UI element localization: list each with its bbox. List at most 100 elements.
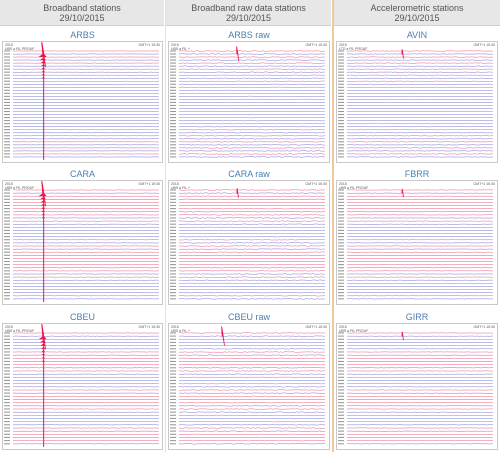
time-tick-label [338,273,344,275]
time-tick-label [170,408,176,410]
time-tick-label [338,367,344,369]
seismogram-traces [4,42,160,160]
seismogram-panel-avin[interactable]: AVIN 2015 LTD a FIL PROUF GMT+1 15:30 [336,29,498,163]
time-tick-label [170,351,176,353]
time-tick-label [170,65,176,67]
time-tick-label [170,292,176,294]
time-tick-label [4,383,10,385]
time-tick-label [4,360,10,362]
plot-header-left: 2015 [339,182,347,186]
station-name[interactable]: ARBS raw [228,30,270,40]
event-coda-wave [41,356,45,359]
trace-line [178,295,326,297]
time-tick-label [338,424,344,426]
station-name[interactable]: FBRR [404,169,430,179]
time-tick-label [170,288,176,291]
column-title: Accelerometric stations [370,3,464,13]
time-tick-label [170,129,176,131]
trace-line [178,147,326,149]
time-tick-label [170,80,176,82]
seismogram-panel-girr[interactable]: GIRR 2015 UBS a FIL PROUF GMT+1 15:30 [336,311,498,450]
time-tick-label [170,123,176,125]
time-tick-label [170,56,176,58]
time-tick-label [4,132,10,134]
trace-line [178,120,325,122]
event-coda-wave [41,350,46,352]
time-tick-label [4,204,10,207]
time-tick-label [338,226,344,228]
plot-header-right: GMT+1 15:30 [305,182,328,186]
time-tick-label [338,389,344,391]
time-tick-label [170,232,176,235]
station-name[interactable]: CARA [69,169,95,179]
plot-header-right: GMT+1 15:30 [473,325,496,329]
time-tick-label [170,383,176,385]
time-tick-label [338,338,344,340]
time-tick-label [4,89,10,91]
station-name[interactable]: ARBS [70,30,95,40]
station-name[interactable]: CBEU raw [227,312,270,322]
time-tick-label [338,402,344,404]
plot-header-channel: UBS a FIL PROUF [339,186,369,190]
seismogram-panel-arbs-raw[interactable]: ARBS raw 2015 UBS a FIL + GMT+1 15:30 [168,29,330,163]
trace-line [178,150,326,152]
time-tick-label [4,298,10,300]
time-tick-label [170,110,176,113]
time-tick-label [170,295,176,297]
event-coda-wave [38,53,47,58]
trace-line [178,332,326,334]
seismogram-panel-cara-raw[interactable]: CARA raw 2015 UBS a FIL + GMT+1 15:30 [168,168,330,305]
time-tick-label [4,424,10,426]
seismogram-panel-cbeu[interactable]: CBEU 2015 UBS a FIL PROUF GMT+1 15:30 [2,311,163,450]
time-tick-label [4,68,10,70]
time-tick-label [170,436,176,438]
column-header-broadband-raw: Broadband raw data stations 29/10/2015 [166,0,331,26]
time-tick-label [338,335,344,337]
time-tick-label [4,427,10,429]
station-name[interactable]: CBEU [69,312,95,322]
time-tick-label [4,276,10,278]
time-tick-label [338,348,344,350]
time-tick-label [170,104,176,106]
trace-line [178,421,326,423]
trace-line [178,126,326,128]
time-tick-label [338,59,344,61]
time-tick-label [170,153,176,155]
seismogram-panel-cara[interactable]: CARA 2015 UBS a FIL PROUF GMT+1 15:30 [2,168,163,305]
time-tick-label [338,120,344,122]
column-date: 29/10/2015 [225,13,272,23]
time-tick-label [170,376,176,378]
time-tick-label [4,192,10,194]
time-tick-label [4,379,10,381]
time-tick-label [4,254,10,256]
time-tick-label [4,150,10,152]
station-name[interactable]: GIRR [405,312,429,322]
time-tick-label [4,392,10,394]
helicorder-plot: 2015 UBS a FIL + GMT+1 15:30 [168,323,330,450]
helicorder-plot: 2015 UBS a FIL PROUF GMT+1 15:30 [336,323,498,450]
time-tick-label [170,229,176,231]
time-tick-label [338,295,344,297]
plot-header-channel: UBS a FIL + [171,47,191,51]
time-tick-label [170,427,176,429]
trace-line [178,156,326,158]
time-tick-label [4,348,10,350]
station-name[interactable]: AVIN [406,30,428,40]
time-tick-label [338,214,344,216]
trace-line [178,198,326,200]
trace-line [178,201,326,203]
time-tick-label [170,348,176,350]
time-tick-label [338,386,344,388]
plot-header-right: GMT+1 15:30 [138,43,161,47]
trace-line [178,285,326,287]
seismogram-panel-fbrr[interactable]: FBRR 2015 UBS a FIL PROUF GMT+1 15:30 [336,168,498,305]
trace-line [178,427,326,429]
time-tick-label [4,367,10,369]
time-tick-label [338,123,344,125]
station-name[interactable]: CARA raw [228,169,270,179]
seismogram-panel-arbs[interactable]: ARBS 2015 UBS a FIL PROUF GMT+1 15:30 [2,29,163,163]
trace-line [178,153,326,155]
time-tick-label [170,147,176,149]
seismogram-panel-cbeu-raw[interactable]: CBEU raw 2015 UBS a FIL + GMT+1 15:30 [168,311,330,450]
trace-line [178,289,326,291]
